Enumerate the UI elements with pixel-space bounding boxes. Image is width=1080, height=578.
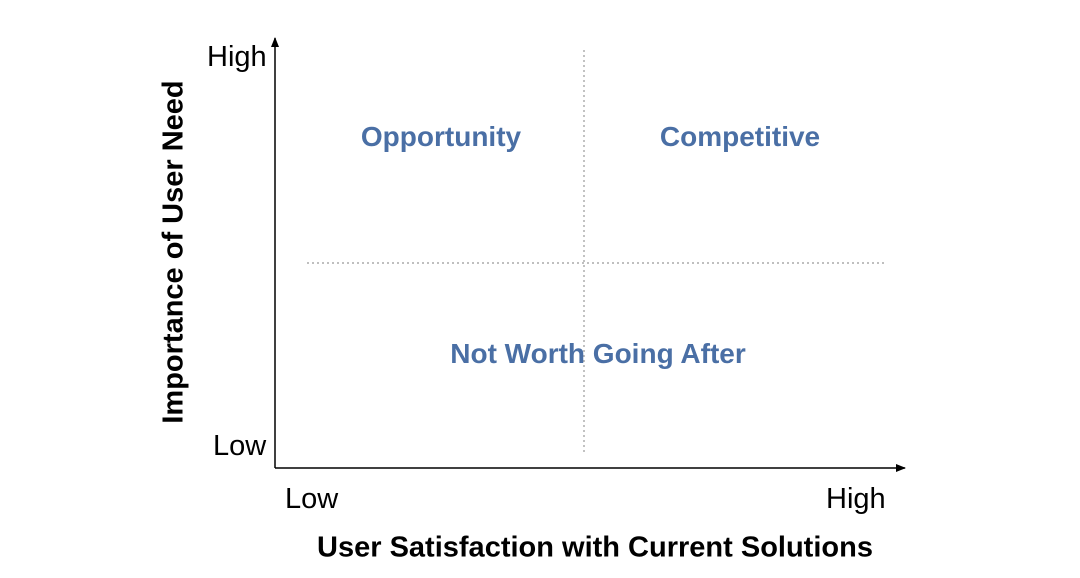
quadrant-label-competitive: Competitive: [659, 121, 821, 152]
x-axis-low-label: Low: [285, 483, 339, 515]
y-axis-title: Importance of User Need: [157, 80, 190, 424]
quadrant-label-opportunity: Opportunity: [360, 121, 522, 152]
x-axis-title: User Satisfaction with Current Solutions: [317, 531, 873, 564]
y-axis-low-label: Low: [213, 430, 267, 462]
quadrant-label-not-worth-going-after: Not Worth Going After: [450, 338, 746, 369]
x-axis-high-label: High: [826, 483, 886, 515]
y-axis-high-label: High: [207, 41, 267, 73]
